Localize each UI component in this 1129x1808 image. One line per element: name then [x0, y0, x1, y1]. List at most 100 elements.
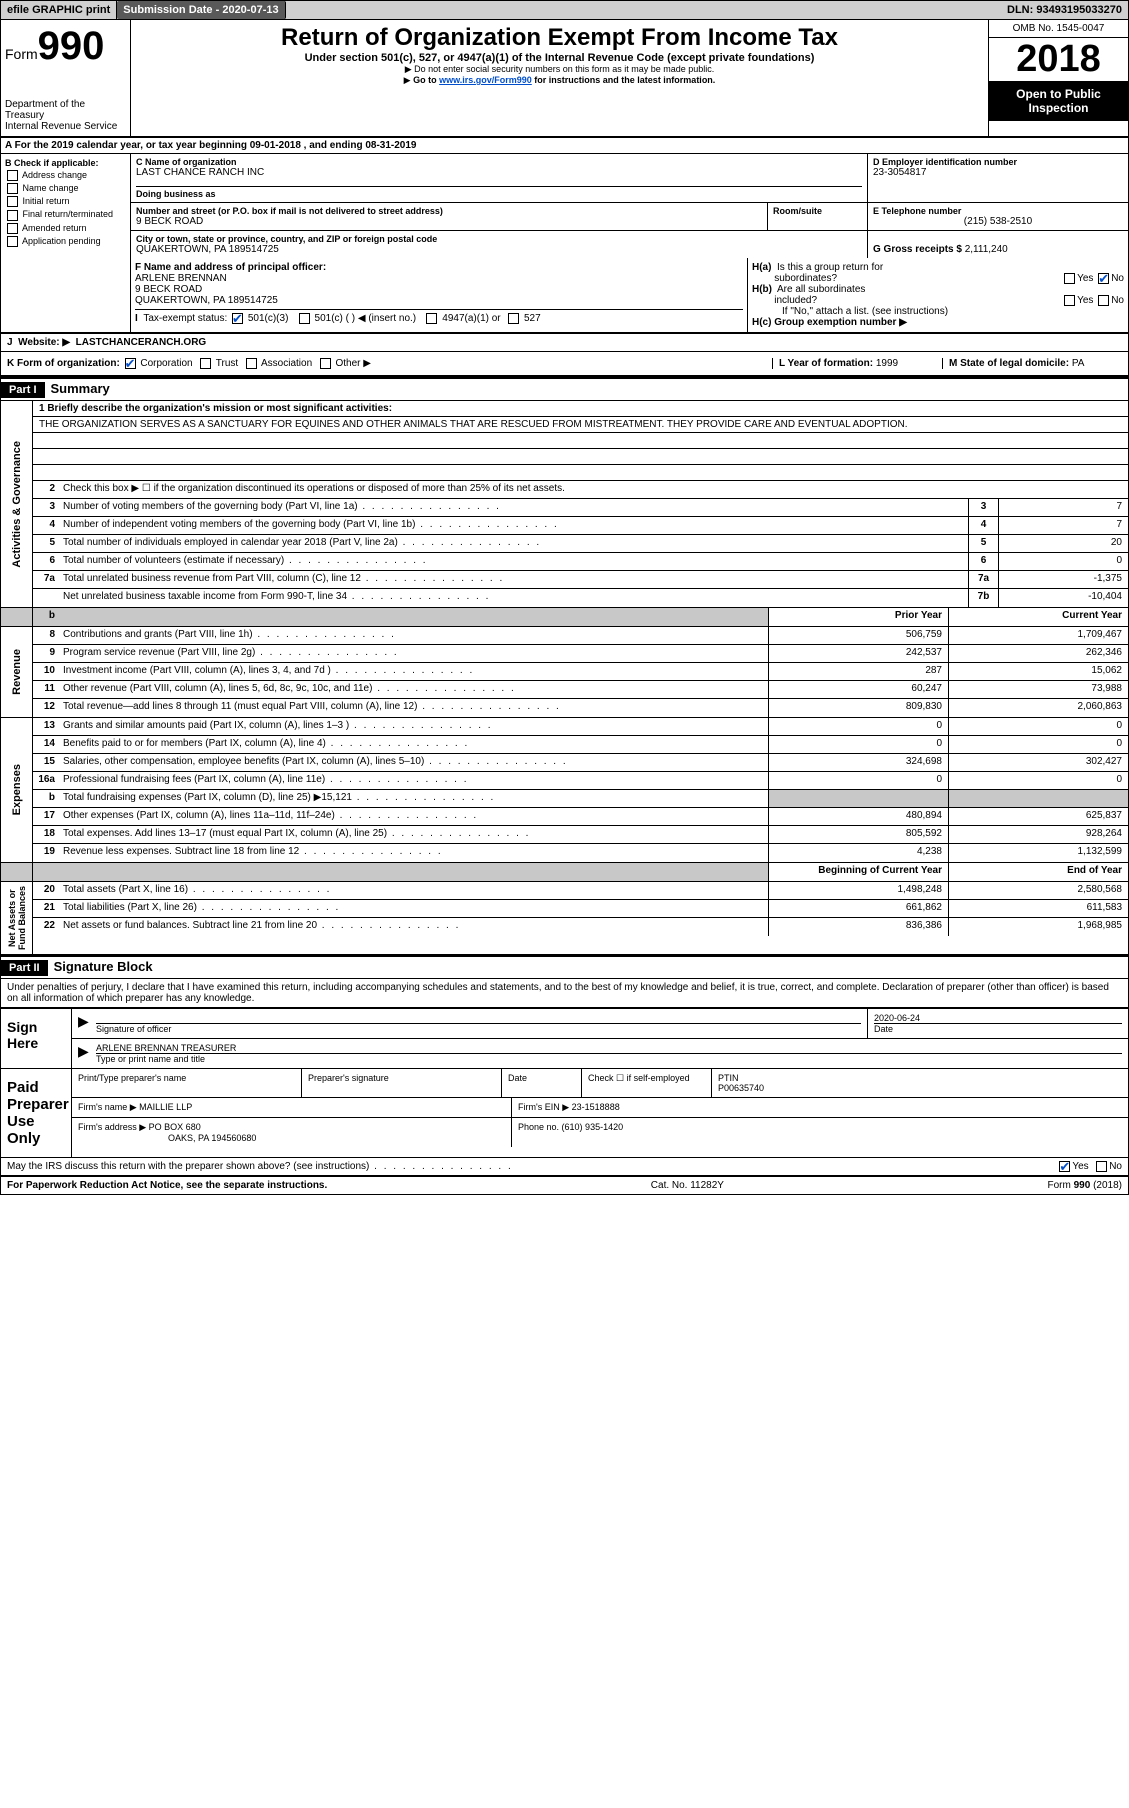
- header-center: Return of Organization Exempt From Incom…: [131, 20, 988, 136]
- activities-governance: Activities & Governance 1 Briefly descri…: [1, 401, 1128, 608]
- officer-sign-name: ARLENE BRENNAN TREASURER: [96, 1043, 1122, 1054]
- paid-preparer-block: Paid Preparer Use Only Print/Type prepar…: [1, 1068, 1128, 1157]
- tab-expenses: Expenses: [9, 760, 25, 819]
- table-row: 22Net assets or fund balances. Subtract …: [33, 918, 1128, 936]
- top-bar: efile GRAPHIC print Submission Date - 20…: [1, 1, 1128, 20]
- table-row: 10Investment income (Part VIII, column (…: [33, 663, 1128, 681]
- col-headers-pycy: bPrior YearCurrent Year: [1, 608, 1128, 627]
- chk-501c3[interactable]: [232, 313, 243, 324]
- table-row: 15Salaries, other compensation, employee…: [33, 754, 1128, 772]
- part1-header: Part ISummary: [1, 377, 1128, 401]
- discuss-row: May the IRS discuss this return with the…: [1, 1157, 1128, 1177]
- chk-hb-yes[interactable]: [1064, 295, 1075, 306]
- header-left: Form990 Department of the Treasury Inter…: [1, 20, 131, 136]
- chk-trust[interactable]: [200, 358, 211, 369]
- city-state-zip: QUAKERTOWN, PA 189514725: [136, 244, 862, 255]
- perjury-text: Under penalties of perjury, I declare th…: [1, 979, 1128, 1008]
- page-footer: For Paperwork Reduction Act Notice, see …: [1, 1177, 1128, 1194]
- section-j: J Website: ▶ LASTCHANCERANCH.ORG: [1, 333, 1128, 352]
- form-title: Return of Organization Exempt From Incom…: [135, 24, 984, 52]
- line3-val: 7: [998, 499, 1128, 516]
- form-container: efile GRAPHIC print Submission Date - 20…: [0, 0, 1129, 1195]
- table-row: bTotal fundraising expenses (Part IX, co…: [33, 790, 1128, 808]
- chk-ha-yes[interactable]: [1064, 273, 1075, 284]
- chk-discuss-no[interactable]: [1096, 1161, 1107, 1172]
- table-row: 11Other revenue (Part VIII, column (A), …: [33, 681, 1128, 699]
- officer-name: ARLENE BRENNAN: [135, 273, 227, 284]
- chk-527[interactable]: [508, 313, 519, 324]
- state-domicile: PA: [1072, 358, 1085, 369]
- tab-activities: Activities & Governance: [9, 437, 25, 572]
- firm-addr: PO BOX 680: [149, 1122, 201, 1132]
- omb-number: OMB No. 1545-0047: [989, 20, 1128, 38]
- chk-ha-no[interactable]: [1098, 273, 1109, 284]
- line5-val: 20: [998, 535, 1128, 552]
- firm-phone: (610) 935-1420: [562, 1122, 624, 1132]
- chk-name-change[interactable]: [7, 183, 18, 194]
- table-row: 13Grants and similar amounts paid (Part …: [33, 718, 1128, 736]
- net-assets-section: Net Assets orFund Balances 20Total asset…: [1, 882, 1128, 955]
- year-formation: 1999: [876, 358, 898, 369]
- line7b-val: -10,404: [998, 589, 1128, 607]
- section-bcdeg: B Check if applicable: Address change Na…: [1, 154, 1128, 258]
- header-right: OMB No. 1545-0047 2018 Open to Public In…: [988, 20, 1128, 136]
- table-row: 17Other expenses (Part IX, column (A), l…: [33, 808, 1128, 826]
- form-subtitle: Under section 501(c), 527, or 4947(a)(1)…: [135, 52, 984, 64]
- org-name: LAST CHANCE RANCH INC: [136, 167, 862, 178]
- officer-label: F Name and address of principal officer:: [135, 262, 326, 273]
- form-header: Form990 Department of the Treasury Inter…: [1, 20, 1128, 138]
- chk-corp[interactable]: [125, 358, 136, 369]
- dept-label: Department of the Treasury Internal Reve…: [5, 99, 126, 132]
- sign-here-block: Sign Here ▶ Signature of officer 2020-06…: [1, 1008, 1128, 1068]
- line6-val: 0: [998, 553, 1128, 570]
- table-row: 9Program service revenue (Part VIII, lin…: [33, 645, 1128, 663]
- chk-app-pending[interactable]: [7, 236, 18, 247]
- chk-other[interactable]: [320, 358, 331, 369]
- expenses-section: Expenses 13Grants and similar amounts pa…: [1, 718, 1128, 863]
- tab-net-assets: Net Assets orFund Balances: [5, 882, 29, 954]
- line4-val: 7: [998, 517, 1128, 534]
- firm-name: MAILLIE LLP: [139, 1102, 192, 1112]
- table-row: 8Contributions and grants (Part VIII, li…: [33, 627, 1128, 645]
- irs-link[interactable]: www.irs.gov/Form990: [439, 75, 532, 85]
- col-headers-boyeoy: Beginning of Current YearEnd of Year: [1, 863, 1128, 882]
- table-row: 20Total assets (Part X, line 16)1,498,24…: [33, 882, 1128, 900]
- submission-date: Submission Date - 2020-07-13: [117, 1, 285, 19]
- sign-date: 2020-06-24: [874, 1013, 1122, 1024]
- part2-header: Part IISignature Block: [1, 955, 1128, 979]
- table-row: 18Total expenses. Add lines 13–17 (must …: [33, 826, 1128, 844]
- chk-assoc[interactable]: [246, 358, 257, 369]
- chk-address-change[interactable]: [7, 170, 18, 181]
- table-row: 12Total revenue—add lines 8 through 11 (…: [33, 699, 1128, 717]
- website: LASTCHANCERANCH.ORG: [76, 337, 207, 348]
- phone: (215) 538-2510: [873, 216, 1123, 227]
- ptin: P00635740: [718, 1083, 764, 1093]
- table-row: 21Total liabilities (Part X, line 26)661…: [33, 900, 1128, 918]
- chk-amended[interactable]: [7, 223, 18, 234]
- table-row: 14Benefits paid to or for members (Part …: [33, 736, 1128, 754]
- mission-text: THE ORGANIZATION SERVES AS A SANCTUARY F…: [33, 417, 1128, 433]
- chk-initial-return[interactable]: [7, 196, 18, 207]
- chk-final-return[interactable]: [7, 210, 18, 221]
- revenue-section: Revenue 8Contributions and grants (Part …: [1, 627, 1128, 718]
- note-link: Go to www.irs.gov/Form990 for instructio…: [135, 75, 984, 86]
- col-cd: C Name of organization LAST CHANCE RANCH…: [131, 154, 1128, 258]
- ein: 23-3054817: [873, 167, 1123, 178]
- line7a-val: -1,375: [998, 571, 1128, 588]
- table-row: 19Revenue less expenses. Subtract line 1…: [33, 844, 1128, 862]
- chk-4947[interactable]: [426, 313, 437, 324]
- tax-year: 2018: [989, 38, 1128, 81]
- chk-501c[interactable]: [299, 313, 310, 324]
- chk-discuss-yes[interactable]: [1059, 1161, 1070, 1172]
- section-a: A For the 2019 calendar year, or tax yea…: [1, 138, 1128, 154]
- efile-label: efile GRAPHIC print: [1, 1, 117, 19]
- street-address: 9 BECK ROAD: [136, 216, 762, 227]
- firm-ein: 23-1518888: [572, 1102, 620, 1112]
- table-row: 16aProfessional fundraising fees (Part I…: [33, 772, 1128, 790]
- chk-hb-no[interactable]: [1098, 295, 1109, 306]
- tab-revenue: Revenue: [9, 645, 25, 699]
- section-fh: F Name and address of principal officer:…: [1, 258, 1128, 333]
- section-klm: K Form of organization: Corporation Trus…: [1, 352, 1128, 377]
- open-public: Open to Public Inspection: [989, 81, 1128, 121]
- col-b: B Check if applicable: Address change Na…: [1, 154, 131, 258]
